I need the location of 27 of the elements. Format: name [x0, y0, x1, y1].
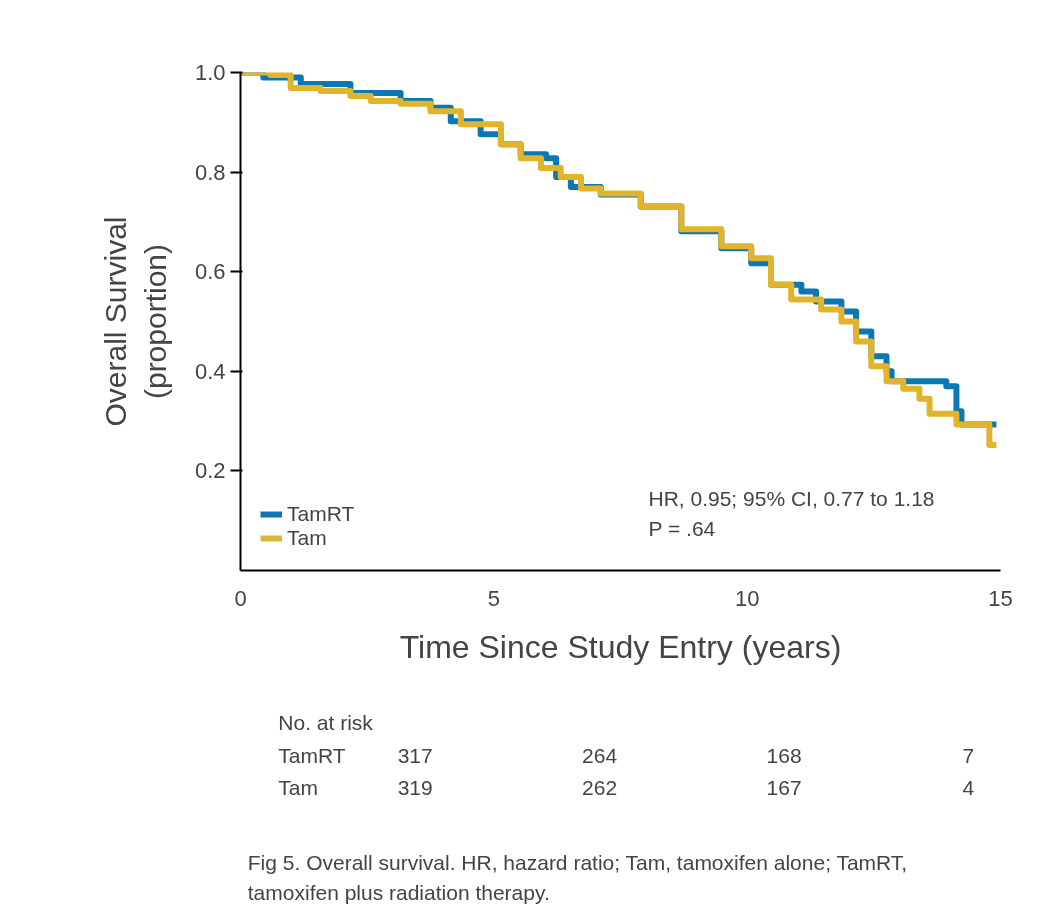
y-tick-label: 1.0: [194, 60, 226, 85]
text: 7: [962, 743, 975, 767]
text: TamRT: [278, 744, 346, 767]
text: No. at risk: [278, 711, 374, 734]
x-axis-title: Time Since Study Entry (years): [399, 628, 842, 665]
text: 4: [962, 775, 975, 799]
x-tick-label: 10: [734, 585, 760, 611]
text: 168: [766, 743, 802, 767]
text: 167: [766, 775, 802, 799]
annotation: P = .64: [648, 517, 716, 540]
text: 317: [397, 743, 433, 767]
text: 319: [397, 775, 433, 799]
y-tick-label: 0.8: [194, 159, 226, 185]
legend-label: Tam: [287, 526, 327, 550]
x-tick-label: 15: [988, 585, 1013, 611]
x-tick-label: 5: [487, 585, 500, 611]
text: 262: [582, 775, 618, 799]
x-tick-label: 0: [234, 585, 247, 611]
text: Tam: [278, 776, 319, 799]
y-tick-label: 0.4: [194, 358, 226, 384]
y-axis-title: Overall Survival (proportion): [99, 216, 172, 427]
y-tick-label: 0.6: [194, 259, 226, 285]
legend-label: TamRT: [287, 502, 355, 526]
y-tick-label: 0.2: [194, 458, 226, 484]
annotation: HR, 0.95; 95% CI, 0.77 to 1.18: [648, 487, 935, 510]
text: 264: [582, 743, 618, 767]
caption: Fig 5. Overall survival. HR, hazard ratio; Tam, tamoxifen alone; TamRT, tamoxifen plus radiation therapy.: [247, 851, 908, 904]
